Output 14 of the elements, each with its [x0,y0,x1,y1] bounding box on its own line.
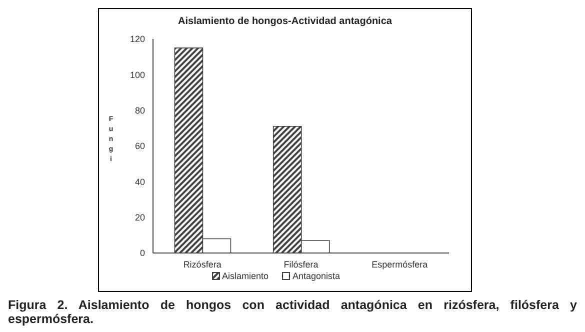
x-tick-label: Espermósfera [372,259,428,270]
y-tick-label: 100 [130,70,145,80]
y-tick-label: 120 [130,34,145,44]
y-tick-label: 0 [140,248,145,258]
y-tick-label: 40 [134,176,145,187]
legend-label: Aislamiento [220,271,268,281]
text: Figura 2. Aislamiento de hongos con actividad antagónica en rizósfera, filósfera y espermósfera. [8,298,577,326]
y-tick-label: 20 [134,212,145,223]
chart-title: Aislamiento de hongos-Actividad antagónica [177,16,393,27]
y-tick-label: 80 [134,106,145,116]
legend-label: Antagonista [291,271,340,281]
x-tick-label: Rizósfera [183,259,222,270]
y-tick-label: 60 [134,141,145,152]
x-tick-label: Filósfera [284,259,318,270]
